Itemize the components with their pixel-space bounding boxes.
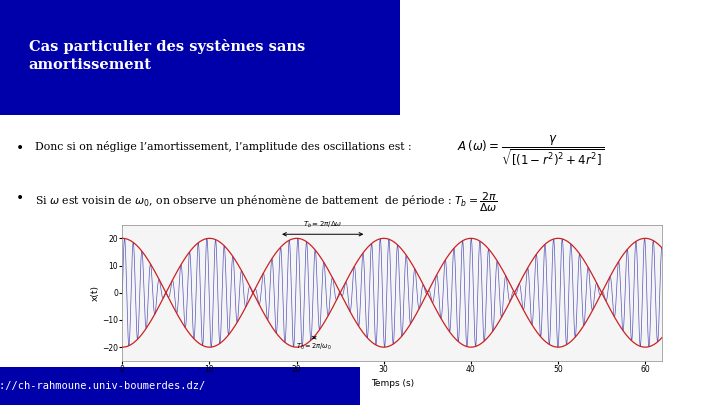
Text: Vibrations Mécaniques – Dr Rahmoune Chemseddine: Vibrations Mécaniques – Dr Rahmoune Chem… [402, 381, 678, 391]
Text: $T_b=2\pi/\Delta\omega$: $T_b=2\pi/\Delta\omega$ [303, 220, 343, 230]
Text: $T_0=2\pi/\omega_0$: $T_0=2\pi/\omega_0$ [297, 342, 332, 352]
Text: Si $\omega$ est voisin de $\omega_0$, on observe un phénomène de battement  de p: Si $\omega$ est voisin de $\omega_0$, on… [35, 191, 498, 214]
FancyBboxPatch shape [0, 367, 360, 405]
Text: http://ch-rahmoune.univ-boumerdes.dz/: http://ch-rahmoune.univ-boumerdes.dz/ [0, 381, 206, 391]
Text: Cas particulier des systèmes sans
amortissement: Cas particulier des systèmes sans amorti… [29, 39, 305, 72]
Text: •: • [16, 191, 24, 205]
Text: Donc si on néglige l’amortissement, l’amplitude des oscillations est :: Donc si on néglige l’amortissement, l’am… [35, 141, 411, 151]
Text: $A\,(\omega)=\dfrac{\gamma}{\sqrt{\left[\left(1-r^{2}\right)^{2}+4r^{2}\right]}}: $A\,(\omega)=\dfrac{\gamma}{\sqrt{\left[… [457, 133, 605, 168]
FancyBboxPatch shape [0, 0, 400, 115]
X-axis label: Temps (s): Temps (s) [371, 379, 414, 388]
Y-axis label: x(t): x(t) [91, 285, 99, 301]
Text: •: • [16, 141, 24, 155]
